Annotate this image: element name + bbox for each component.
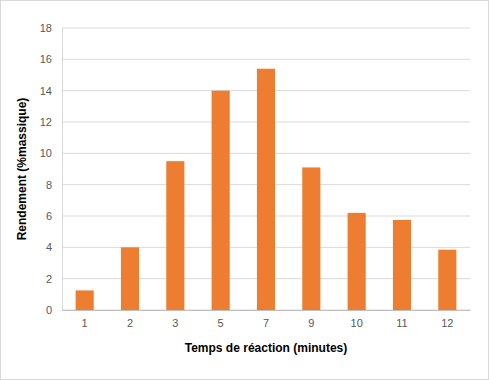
bar <box>302 167 320 310</box>
bar <box>166 161 184 310</box>
y-tick: 2 <box>46 273 62 285</box>
bar <box>348 213 366 310</box>
y-tick-label: 18 <box>40 22 52 34</box>
x-tick: 7 <box>263 310 269 329</box>
grid-line <box>62 59 470 60</box>
grid <box>62 28 470 310</box>
y-axis-line <box>62 29 63 311</box>
y-tick: 12 <box>40 116 62 128</box>
y-tick: 6 <box>46 210 62 222</box>
y-axis: 0 2 4 6 8 10 12 14 16 18 <box>40 22 63 316</box>
x-tick-label: 5 <box>218 317 224 329</box>
y-tick-label: 6 <box>46 210 52 222</box>
x-tick: 9 <box>308 310 314 329</box>
x-tick-label: 2 <box>127 317 133 329</box>
chart-frame <box>1 1 489 380</box>
x-axis: 123579101112 <box>63 310 471 329</box>
y-tick-label: 16 <box>40 53 52 65</box>
y-tick: 16 <box>40 53 62 65</box>
x-tick-label: 10 <box>351 317 363 329</box>
y-tick-label: 4 <box>46 241 52 253</box>
x-tick: 12 <box>441 310 453 329</box>
y-tick: 18 <box>40 22 62 34</box>
bar <box>121 247 139 310</box>
y-tick: 14 <box>40 85 62 97</box>
x-tick-label: 12 <box>441 317 453 329</box>
bar <box>438 250 456 310</box>
y-tick-label: 10 <box>40 147 52 159</box>
y-tick-label: 12 <box>40 116 52 128</box>
x-axis-line <box>63 310 471 311</box>
bar <box>212 91 230 310</box>
x-tick-label: 1 <box>82 317 88 329</box>
x-tick: 2 <box>127 310 133 329</box>
y-tick: 10 <box>40 147 62 159</box>
y-tick: 4 <box>46 241 62 253</box>
x-tick: 11 <box>396 310 407 329</box>
x-tick: 5 <box>218 310 224 329</box>
y-tick-label: 0 <box>46 304 52 316</box>
y-tick: 8 <box>46 179 62 191</box>
bars <box>76 69 457 310</box>
x-tick-label: 11 <box>396 317 407 329</box>
y-tick-label: 14 <box>40 85 52 97</box>
y-tick-label: 8 <box>46 179 52 191</box>
x-tick: 10 <box>351 310 363 329</box>
grid-line <box>62 28 470 29</box>
bar <box>393 220 411 310</box>
bar <box>257 69 275 310</box>
y-axis-title: Rendement (%massique) <box>15 98 29 241</box>
bar <box>76 290 94 310</box>
x-tick-label: 7 <box>263 317 269 329</box>
chart: 024681012141618123579101112Temps de réac… <box>0 0 489 380</box>
x-axis-title: Temps de réaction (minutes) <box>185 341 347 355</box>
y-tick-label: 2 <box>46 273 52 285</box>
x-tick: 3 <box>172 310 178 329</box>
y-tick: 0 <box>46 304 62 316</box>
x-tick-label: 9 <box>308 317 314 329</box>
plot: 024681012141618123579101112 <box>40 22 471 329</box>
x-tick-label: 3 <box>172 317 178 329</box>
x-tick: 1 <box>82 310 88 329</box>
